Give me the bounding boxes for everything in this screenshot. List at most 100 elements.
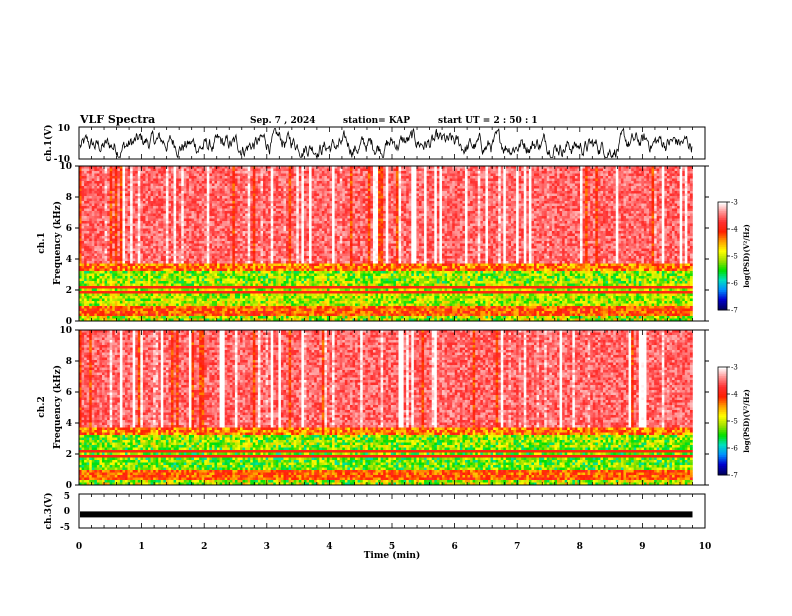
spectrogram-cell <box>280 296 284 299</box>
spectrogram-cell <box>196 278 200 282</box>
spectrogram-cell <box>181 251 185 254</box>
spectrogram-cell <box>165 178 169 182</box>
spectrogram-cell <box>199 228 202 232</box>
spectrogram-cell <box>234 213 238 217</box>
spectrogram-cell <box>94 298 98 302</box>
spectrogram-cell <box>109 173 113 177</box>
spectrogram-cell <box>140 233 144 237</box>
spectrogram-cell <box>227 278 231 282</box>
spectrogram-cell <box>84 271 87 274</box>
spectrogram-cell <box>252 273 256 277</box>
spectrogram-cell <box>127 281 131 284</box>
spectrogram-cell <box>122 186 126 189</box>
spectrogram-cell <box>117 316 121 319</box>
spectrogram-cell <box>132 166 136 169</box>
spectrogram-cell <box>201 261 205 264</box>
spectrogram-cell <box>250 246 254 249</box>
spectrogram-cell <box>160 168 164 172</box>
spectrogram-cell <box>119 271 123 274</box>
spectrogram-cell <box>188 301 192 304</box>
spectrogram-cell <box>194 276 197 279</box>
spectrogram-cell <box>119 166 123 169</box>
spectrogram-cell <box>102 211 105 214</box>
spectrogram-cell <box>234 313 238 317</box>
spectrogram-cell <box>191 273 195 277</box>
spectrogram-cell <box>265 221 269 224</box>
spectrogram-cell <box>183 168 187 172</box>
spectrogram-cell <box>201 276 205 279</box>
spectrogram-cell <box>255 188 259 192</box>
spectrogram-cell <box>176 223 179 227</box>
spectrogram-cell <box>140 223 144 227</box>
spectrogram-cell <box>196 236 200 239</box>
spectrogram-cell <box>99 263 103 267</box>
spectrogram-cell <box>107 181 110 184</box>
spectrogram-cell <box>209 291 213 294</box>
spectrogram-cell <box>158 263 162 267</box>
spectrogram-cell <box>79 183 82 187</box>
spectrogram-cell <box>263 186 266 189</box>
spectrogram-cell <box>84 233 87 237</box>
spectrogram-cell <box>252 188 256 192</box>
spectrogram-cell <box>79 251 82 254</box>
spectrogram-cell <box>186 281 190 284</box>
spectrogram-cell <box>140 181 144 184</box>
spectrogram-cell <box>94 208 98 212</box>
spectrogram-cell <box>232 261 236 264</box>
spectrogram-cell <box>191 298 195 302</box>
spectrogram-cell <box>247 178 251 182</box>
spectrogram-cell <box>196 298 200 302</box>
spectrogram-cell <box>142 263 146 267</box>
spectrogram-cell <box>127 248 131 252</box>
spectrogram-cell <box>211 268 215 272</box>
spectrogram-cell <box>117 313 121 317</box>
spectrogram-cell <box>178 203 182 207</box>
spectrogram-cell <box>79 171 82 174</box>
spectrogram-cell <box>245 186 249 189</box>
spectrogram-cell <box>270 241 274 244</box>
spectrogram-cell <box>137 201 141 204</box>
spectrogram-cell <box>168 311 172 314</box>
spectrogram-cell <box>155 173 159 177</box>
spectrogram-cell <box>130 206 133 209</box>
spectrogram-cell <box>217 298 220 302</box>
spectrogram-cell <box>168 243 172 247</box>
spectrogram-cell <box>232 291 236 294</box>
spectrogram-cell <box>81 271 85 274</box>
spectrogram-cell <box>155 198 159 202</box>
spectrogram-cell <box>209 216 213 219</box>
spectrogram-cell <box>102 203 105 207</box>
spectrogram-cell <box>224 211 228 214</box>
spectrogram-cell <box>260 238 264 242</box>
spectrogram-cell <box>102 293 105 297</box>
spectrogram-cell <box>268 168 272 172</box>
spectrogram-cell <box>247 236 251 239</box>
spectrogram-cell <box>211 178 215 182</box>
spectrogram-cell <box>222 256 226 259</box>
spectrogram-cell <box>227 238 231 242</box>
spectrogram-cell <box>122 168 126 172</box>
spectrogram-cell <box>125 186 128 189</box>
spectrogram-cell <box>188 293 192 297</box>
spectrogram-cell <box>109 193 113 197</box>
spectrogram-cell <box>130 281 133 284</box>
spectrogram-cell <box>222 271 226 274</box>
spectrogram-cell <box>275 266 279 269</box>
spectrogram-cell <box>168 166 172 169</box>
spectrogram-cell <box>199 256 202 259</box>
spectrogram-cell <box>127 253 131 257</box>
spectrogram-cell <box>188 236 192 239</box>
spectrogram-cell <box>234 318 238 322</box>
spectrogram-cell <box>268 301 272 304</box>
spectrogram-cell <box>232 313 236 317</box>
spectrogram-cell <box>252 291 256 294</box>
spectrogram-cell <box>275 241 279 244</box>
spectrogram-cell <box>140 253 144 257</box>
spectrogram-cell <box>84 311 87 314</box>
spectrogram-cell <box>119 201 123 204</box>
spectrogram-cell <box>153 226 156 229</box>
spectrogram-cell <box>206 308 210 312</box>
spectrogram-cell <box>252 266 256 269</box>
spectrogram-cell <box>201 293 205 297</box>
spectrogram-cell <box>117 291 121 294</box>
